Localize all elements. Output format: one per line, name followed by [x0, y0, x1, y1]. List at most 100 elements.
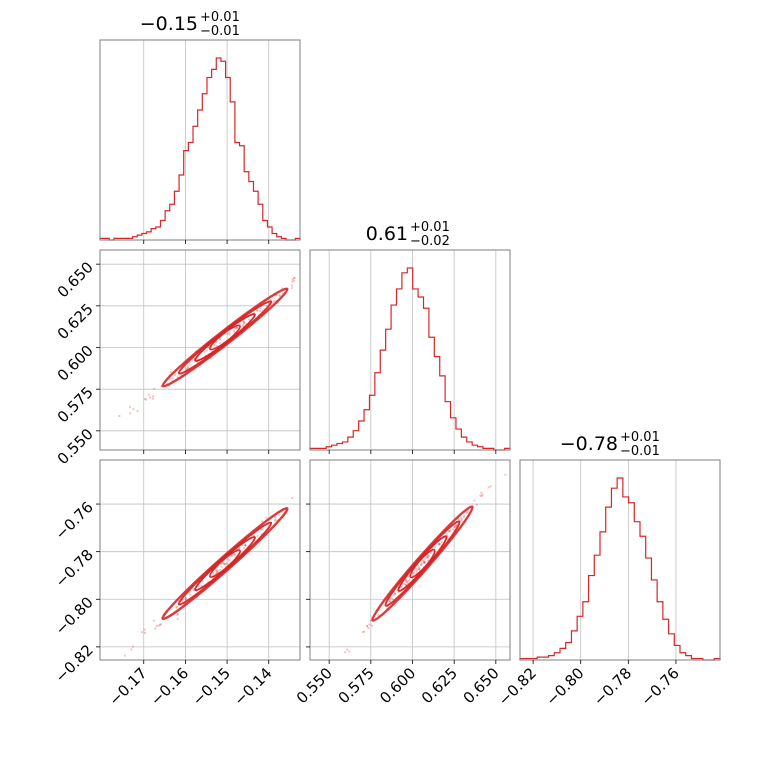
sample-point	[232, 330, 236, 333]
sample-point	[448, 530, 451, 533]
x-tick-label: −0.78	[590, 664, 635, 709]
param-median: −0.15	[140, 13, 198, 35]
sample-point	[451, 528, 455, 531]
sample-point	[243, 547, 246, 550]
sample-point	[279, 294, 282, 297]
sample-point	[159, 623, 163, 626]
sample-point	[265, 304, 268, 308]
sample-point	[175, 605, 178, 608]
sample-point	[274, 518, 277, 521]
sample-point	[480, 491, 483, 494]
sample-point	[144, 398, 148, 401]
sample-point	[434, 545, 437, 549]
sample-point	[186, 365, 190, 368]
sample-point	[438, 543, 441, 546]
sample-point	[459, 516, 463, 519]
sample-point	[186, 366, 190, 369]
y-tick-label: −0.82	[52, 641, 97, 686]
sample-point	[406, 580, 409, 583]
sample-point	[239, 322, 242, 325]
sample-point	[215, 570, 218, 573]
sample-point	[176, 618, 179, 621]
param-upper-error: +0.01	[410, 220, 450, 235]
sample-point	[212, 573, 215, 576]
param-upper-error: +0.01	[620, 430, 660, 445]
sample-point	[366, 625, 369, 628]
panel-frame	[99, 39, 301, 241]
sample-point	[241, 320, 244, 323]
hist-panel-1: −0.15 +0.01−0.01	[99, 10, 301, 244]
panel-contents	[64, 487, 307, 702]
sample-point	[346, 648, 349, 651]
sample-point	[228, 331, 231, 334]
sample-point	[219, 569, 222, 572]
y-tick-label: 0.650	[54, 258, 97, 301]
sample-point	[214, 569, 218, 572]
sample-point	[475, 503, 479, 507]
y-tick-label: 0.625	[54, 300, 97, 343]
sample-point	[238, 546, 241, 549]
sample-point	[404, 580, 407, 583]
sample-point	[422, 561, 426, 564]
sample-point	[215, 340, 218, 343]
sample-point	[504, 473, 507, 476]
hist-panel-2: 0.61 +0.01−0.02	[309, 220, 511, 454]
sample-point	[370, 624, 373, 627]
sample-point	[223, 562, 226, 565]
sample-point	[437, 543, 441, 546]
sample-point	[365, 625, 369, 628]
sample-point	[64, 700, 66, 702]
sample-point	[416, 568, 419, 571]
sample-point	[423, 561, 426, 564]
histogram-step	[99, 57, 301, 241]
sample-point	[157, 624, 160, 627]
x-tick-label: −0.14	[230, 664, 275, 709]
sample-point	[259, 307, 262, 310]
sample-point	[271, 301, 275, 304]
sample-point	[216, 569, 219, 572]
sample-point	[224, 562, 227, 566]
sample-point	[274, 516, 277, 519]
sample-point	[118, 414, 121, 418]
sample-point	[232, 553, 236, 556]
x-tick-label: 0.600	[376, 664, 419, 707]
sample-point	[293, 276, 296, 280]
sample-point	[291, 280, 294, 283]
sample-point	[226, 558, 229, 561]
x-tick-label: −0.80	[542, 664, 587, 709]
sample-point	[261, 520, 264, 523]
sample-point	[305, 487, 307, 489]
sample-point	[480, 494, 483, 498]
sample-point	[132, 408, 135, 411]
sample-point	[176, 613, 179, 617]
y-tick-label: 0.550	[54, 425, 97, 468]
sample-point	[189, 364, 192, 367]
histogram-step	[309, 267, 511, 451]
sample-point	[407, 579, 410, 582]
x-tick-label: −0.82	[495, 664, 540, 709]
sample-point	[407, 575, 410, 578]
sample-point	[453, 525, 456, 528]
sample-point	[130, 648, 133, 651]
sample-point	[368, 623, 371, 626]
sample-point	[388, 599, 391, 603]
sample-point	[420, 563, 423, 566]
sample-point	[256, 534, 259, 538]
sample-point	[292, 279, 296, 282]
panel-frame	[309, 459, 511, 661]
histogram-step	[519, 477, 721, 661]
panel-frame	[309, 249, 511, 451]
sample-point	[273, 299, 276, 303]
sample-point	[460, 519, 463, 522]
panel-frame	[519, 459, 721, 661]
sample-point	[361, 631, 365, 634]
sample-point	[427, 554, 431, 558]
sample-point	[348, 650, 351, 653]
panel-frame	[99, 249, 301, 451]
sample-point	[237, 547, 240, 550]
sample-point	[391, 597, 394, 601]
sample-point	[152, 395, 155, 398]
hist-panel-3: −0.82 −0.80 −0.78 −0.76−0.78 +0.01−0.01	[495, 430, 721, 709]
sample-point	[176, 612, 179, 615]
